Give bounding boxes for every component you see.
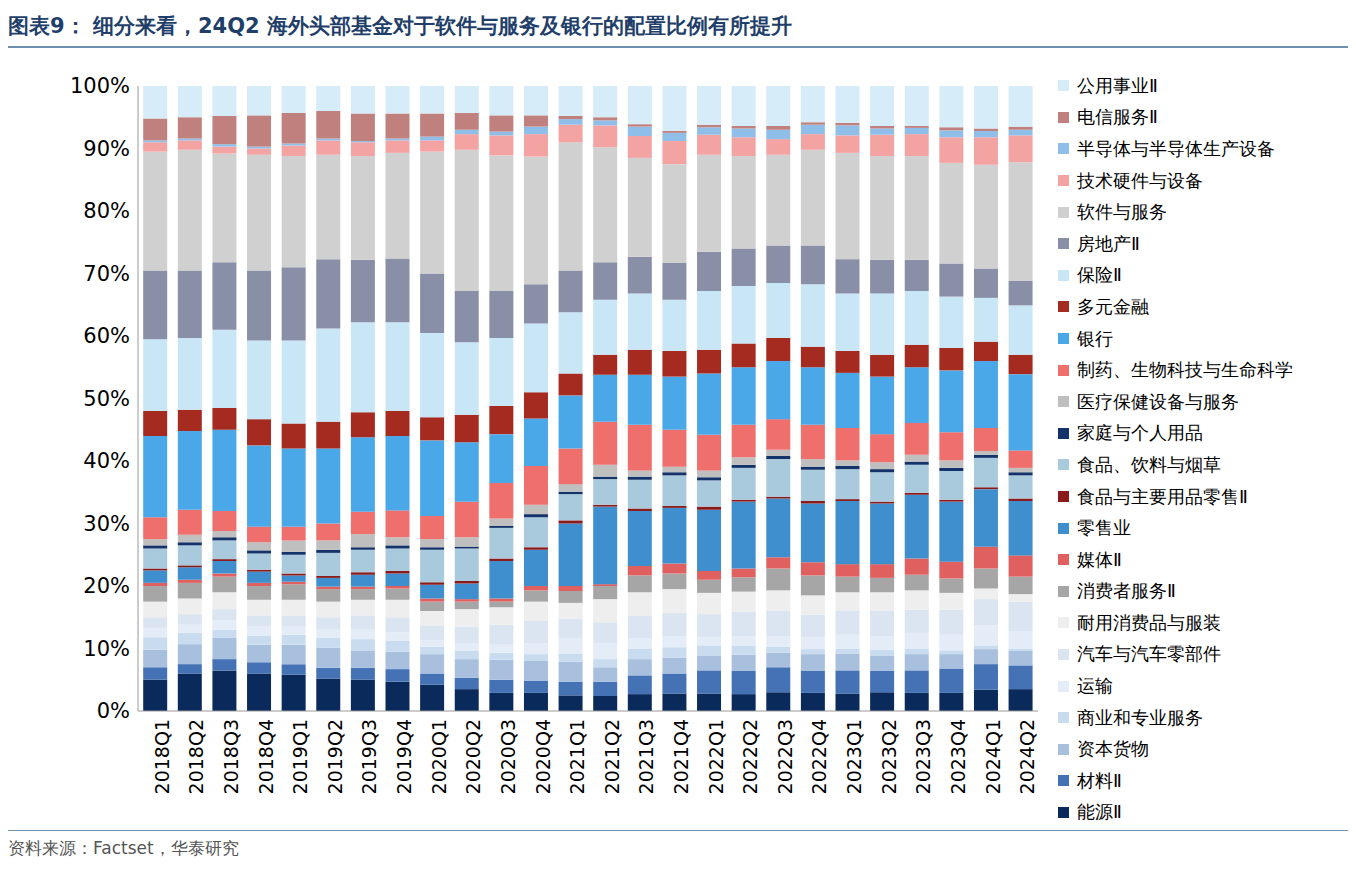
svg-text:40%: 40%	[83, 449, 130, 473]
svg-text:2019Q4: 2019Q4	[393, 719, 415, 794]
svg-text:2019Q1: 2019Q1	[289, 719, 311, 794]
svg-text:2022Q2: 2022Q2	[739, 719, 761, 794]
svg-text:2018Q2: 2018Q2	[185, 719, 207, 794]
svg-text:2022Q1: 2022Q1	[705, 719, 727, 794]
svg-text:2021Q4: 2021Q4	[670, 719, 692, 794]
html-text:消费者服务Ⅱ: 消费者服务Ⅱ	[1077, 580, 1176, 602]
html-text:房地产Ⅱ: 房地产Ⅱ	[1077, 232, 1140, 254]
svg-text:2024Q2: 2024Q2	[1016, 719, 1038, 794]
svg-text:2023Q2: 2023Q2	[878, 719, 900, 794]
svg-text:70%: 70%	[83, 262, 130, 286]
html-text:软件与服务: 软件与服务	[1077, 201, 1167, 223]
svg-text:2021Q2: 2021Q2	[601, 719, 623, 794]
html-text:半导体与半导体生产设备: 半导体与半导体生产设备	[1077, 138, 1275, 159]
html-text:材料Ⅱ: 材料Ⅱ	[1077, 769, 1122, 791]
svg-text:2018Q3: 2018Q3	[220, 719, 242, 794]
html-text:食品、饮料与烟草: 食品、饮料与烟草	[1077, 453, 1221, 475]
svg-text:0%: 0%	[97, 699, 130, 723]
html-text:零售业: 零售业	[1077, 517, 1131, 539]
html-text:食品与主要用品零售Ⅱ: 食品与主要用品零售Ⅱ	[1077, 485, 1248, 507]
svg-text:10%: 10%	[83, 637, 130, 661]
html-text:制药、生物科技与生命科学: 制药、生物科技与生命科学	[1077, 359, 1293, 381]
svg-text:2020Q3: 2020Q3	[497, 719, 519, 794]
svg-text:2024Q1: 2024Q1	[982, 719, 1004, 794]
html-text:家庭与个人用品: 家庭与个人用品	[1077, 422, 1203, 444]
html-text:医疗保健设备与服务: 医疗保健设备与服务	[1077, 390, 1239, 412]
svg-text:90%: 90%	[83, 137, 130, 161]
html-text:多元金融: 多元金融	[1077, 296, 1149, 317]
svg-text:2018Q1: 2018Q1	[151, 719, 173, 794]
html-text:资本货物: 资本货物	[1077, 738, 1149, 760]
svg-text:60%: 60%	[83, 324, 130, 348]
html-text:汽车与汽车零部件: 汽车与汽车零部件	[1077, 643, 1221, 665]
svg-text:2023Q3: 2023Q3	[912, 719, 934, 794]
html-text:图表9： 细分来看，24Q2 海外头部基金对于软件与服务及银: 图表9： 细分来看，24Q2 海外头部基金对于软件与服务及银行的配置比例有所提升	[8, 14, 792, 38]
html-text:银行: 银行	[1077, 327, 1113, 349]
svg-text:2020Q4: 2020Q4	[532, 719, 554, 794]
svg-text:2018Q4: 2018Q4	[255, 719, 277, 794]
svg-text:50%: 50%	[83, 387, 130, 411]
svg-text:30%: 30%	[83, 512, 130, 536]
svg-text:2023Q1: 2023Q1	[843, 719, 865, 794]
html-text:耐用消费品与服装: 耐用消费品与服装	[1077, 611, 1221, 633]
svg-text:20%: 20%	[83, 574, 130, 598]
html-text:公用事业Ⅱ: 公用事业Ⅱ	[1077, 74, 1158, 96]
svg-text:80%: 80%	[83, 199, 130, 223]
html-text:能源Ⅱ: 能源Ⅱ	[1077, 801, 1122, 823]
svg-text:2019Q2: 2019Q2	[324, 719, 346, 794]
svg-text:2022Q3: 2022Q3	[774, 719, 796, 794]
html-text:运输: 运输	[1077, 675, 1113, 697]
svg-text:2020Q1: 2020Q1	[428, 719, 450, 794]
svg-text:2022Q4: 2022Q4	[808, 719, 830, 794]
svg-text:2021Q1: 2021Q1	[566, 719, 588, 794]
svg-text:2020Q2: 2020Q2	[462, 719, 484, 794]
html-text:媒体Ⅱ: 媒体Ⅱ	[1077, 548, 1122, 570]
html-text:商业和专业服务: 商业和专业服务	[1077, 706, 1203, 728]
svg-text:100%: 100%	[70, 74, 130, 98]
html-text:资料来源：Factset，华泰研究: 资料来源：Factset，华泰研究	[8, 838, 239, 858]
svg-text:2021Q3: 2021Q3	[635, 719, 657, 794]
svg-text:2019Q3: 2019Q3	[358, 719, 380, 794]
html-text:电信服务Ⅱ: 电信服务Ⅱ	[1077, 106, 1158, 128]
html-text:保险Ⅱ: 保险Ⅱ	[1077, 264, 1122, 286]
svg-text:2023Q4: 2023Q4	[947, 719, 969, 794]
html-text:技术硬件与设备: 技术硬件与设备	[1077, 169, 1203, 191]
